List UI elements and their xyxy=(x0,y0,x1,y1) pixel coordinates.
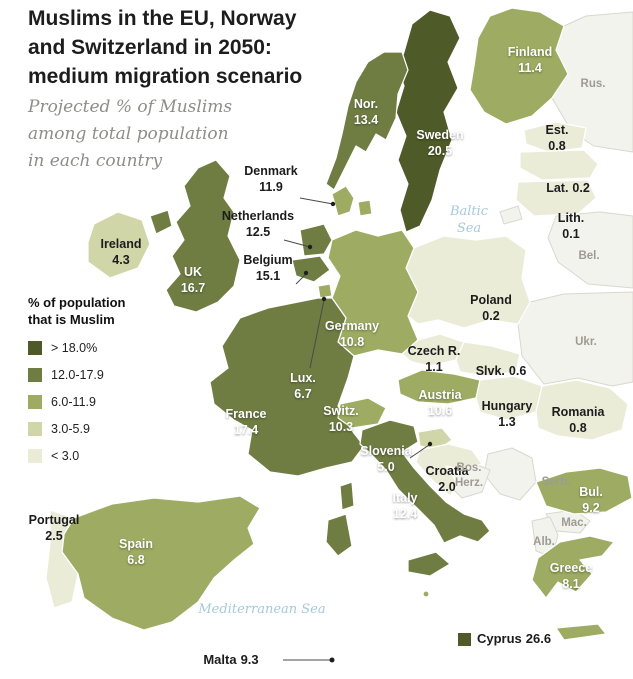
country-shape-latvia xyxy=(519,149,599,181)
luxembourg-leader-line xyxy=(309,299,325,369)
country-shape-austria xyxy=(397,369,481,405)
country-shape-switzerland xyxy=(337,397,387,429)
luxembourg-leader-dot xyxy=(321,296,327,302)
netherlands-leader-dot xyxy=(307,244,313,250)
country-shape-northern-ireland xyxy=(149,209,173,235)
legend-item-band3: 6.0-11.9 xyxy=(28,395,125,409)
country-shape-crete xyxy=(555,623,607,641)
country-shape-ireland xyxy=(87,211,151,279)
country-shape-malta xyxy=(422,590,430,598)
legend-title-line-2: that is Muslim xyxy=(28,312,115,327)
country-shape-ukraine xyxy=(517,291,633,387)
belgium-leader-dot xyxy=(303,270,309,276)
subtitle-line-2: among total population xyxy=(28,124,229,144)
subtitle-line-3: in each country xyxy=(28,151,163,171)
page-title: Muslims in the EU, Norway and Switzerlan… xyxy=(28,4,302,91)
country-shape-belgium xyxy=(291,255,331,283)
country-shape-slovakia xyxy=(455,341,521,377)
country-shape-germany xyxy=(327,229,419,357)
country-shape-croatia xyxy=(415,443,483,497)
country-shape-uk xyxy=(165,159,241,313)
legend-item-band2: 3.0-5.9 xyxy=(28,422,125,436)
country-shape-corsica xyxy=(339,481,355,511)
mediterranean-sea-label: Mediterranean Sea xyxy=(198,602,326,617)
title-line-3: medium migration scenario xyxy=(28,65,303,88)
denmark-leader-dot xyxy=(330,201,336,207)
malta-leader-dot xyxy=(329,657,335,663)
baltic-sea-label: Baltic Sea xyxy=(449,204,489,236)
legend-label-band5: > 18.0% xyxy=(51,341,98,355)
belgium-leader-line xyxy=(295,273,307,285)
slovenia-leader-line xyxy=(409,444,430,459)
country-shape-poland xyxy=(405,235,531,329)
country-shape-greece xyxy=(531,535,615,599)
legend-title: % of population that is Muslim xyxy=(28,294,125,328)
denmark-leader-line xyxy=(299,197,334,205)
subtitle-line-1: Projected % of Muslims xyxy=(28,97,233,117)
legend-swatch-band3 xyxy=(28,395,42,409)
country-shape-france xyxy=(209,297,365,477)
country-shape-bulgaria xyxy=(535,467,633,515)
legend-swatch-band2 xyxy=(28,422,42,436)
country-shape-sardinia xyxy=(325,513,353,557)
country-shape-italy xyxy=(359,419,491,544)
legend-items: > 18.0% 12.0-17.9 6.0-11.9 3.0-5.9 < 3.0 xyxy=(28,341,125,463)
slovenia-leader-dot xyxy=(427,441,433,447)
country-shape-serbia xyxy=(483,447,537,501)
legend-swatch-band5 xyxy=(28,341,42,355)
country-shape-romania xyxy=(535,379,629,441)
title-line-2: and Switzerland in 2050: xyxy=(28,36,272,59)
country-shape-norway xyxy=(325,51,409,191)
country-shape-denmark-island xyxy=(357,199,373,217)
country-shape-kaliningrad xyxy=(499,205,523,225)
legend-label-band2: 3.0-5.9 xyxy=(51,422,90,436)
legend-label-band4: 12.0-17.9 xyxy=(51,368,104,382)
legend-title-line-1: % of population xyxy=(28,295,126,310)
legend-item-band4: 12.0-17.9 xyxy=(28,368,125,382)
legend-item-band5: > 18.0% xyxy=(28,341,125,355)
legend: % of population that is Muslim > 18.0% 12… xyxy=(28,294,125,463)
country-shape-sicily xyxy=(407,551,451,577)
legend-label-band1: < 3.0 xyxy=(51,449,80,463)
country-shape-finland xyxy=(469,7,569,125)
country-shape-lithuania xyxy=(515,179,597,217)
country-shape-belarus xyxy=(547,211,633,289)
title-line-1: Muslims in the EU, Norway xyxy=(28,7,297,30)
netherlands-leader-line xyxy=(283,239,311,248)
legend-label-band3: 6.0-11.9 xyxy=(51,395,96,409)
country-shape-netherlands xyxy=(299,223,333,257)
country-shape-estonia xyxy=(523,121,587,153)
country-shape-denmark xyxy=(331,185,355,217)
legend-item-band1: < 3.0 xyxy=(28,449,125,463)
country-shape-hungary xyxy=(475,375,543,421)
country-shape-portugal xyxy=(45,509,79,609)
legend-swatch-band1 xyxy=(28,449,42,463)
legend-swatch-band4 xyxy=(28,368,42,382)
subtitle: Projected % of Muslims among total popul… xyxy=(28,94,232,175)
country-shape-sweden xyxy=(395,9,461,233)
country-shape-luxembourg xyxy=(317,283,333,299)
